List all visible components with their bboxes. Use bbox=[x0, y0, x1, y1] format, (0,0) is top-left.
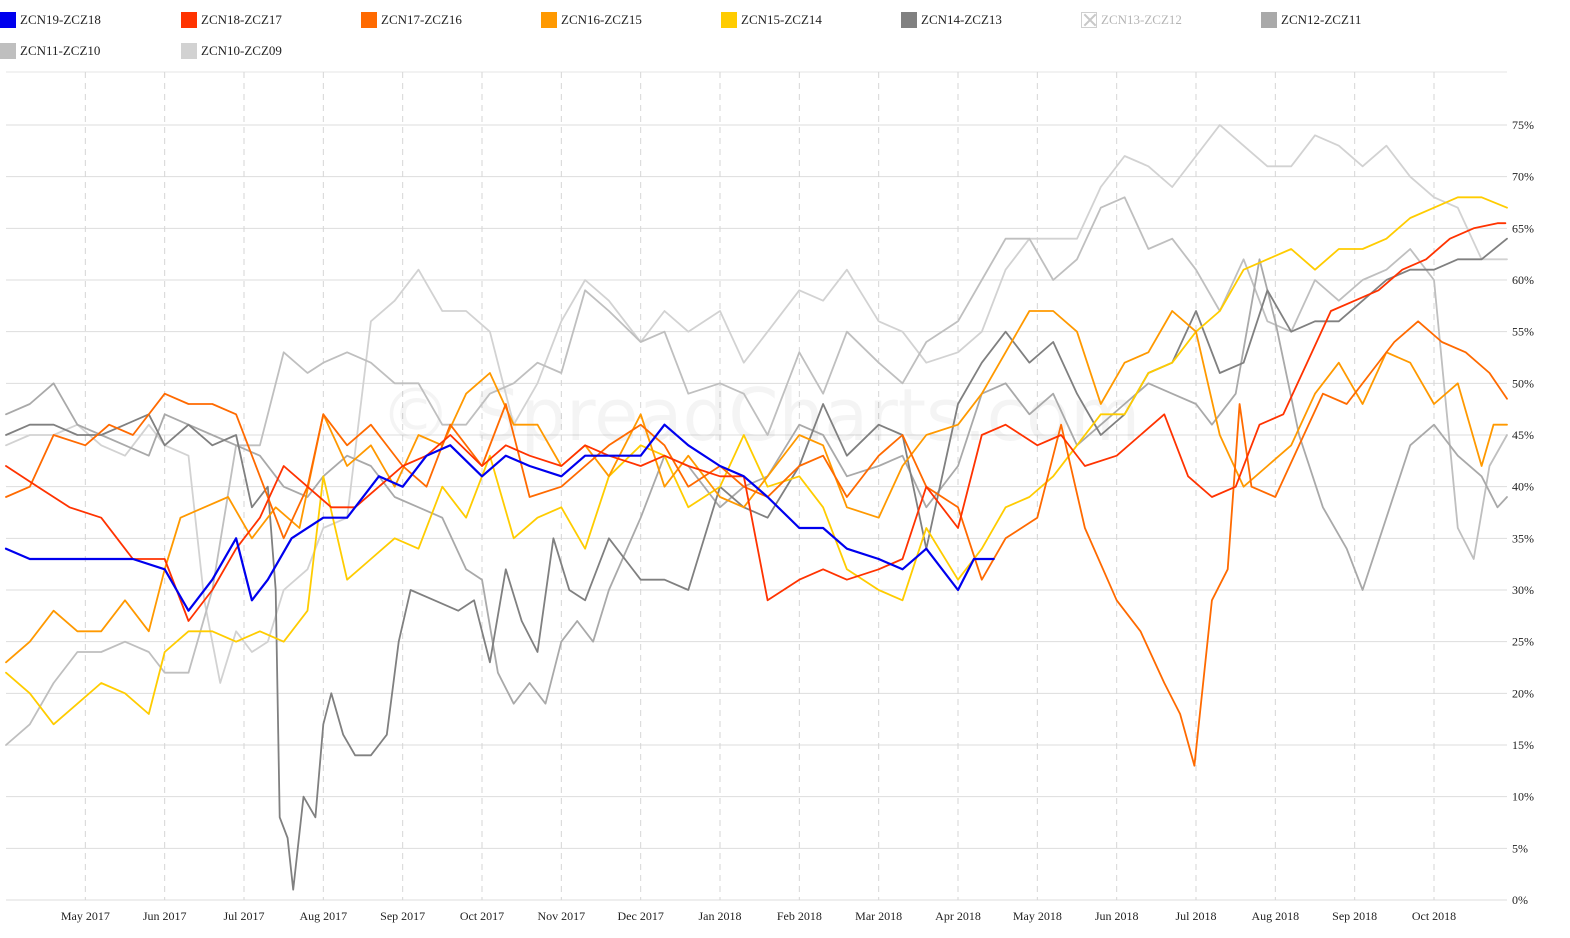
legend-label: ZCN14-ZCZ13 bbox=[921, 12, 1002, 27]
x-tick-label: Nov 2017 bbox=[538, 909, 586, 923]
legend-swatch bbox=[0, 12, 16, 28]
legend-label: ZCN13-ZCZ12 bbox=[1101, 12, 1182, 27]
x-tick-label: Apr 2018 bbox=[935, 909, 981, 923]
legend-swatch bbox=[1261, 12, 1277, 28]
legend-label: ZCN19-ZCZ18 bbox=[20, 12, 101, 27]
legend-swatch bbox=[901, 12, 917, 28]
x-tick-label: Dec 2017 bbox=[618, 909, 664, 923]
legend-label: ZCN12-ZCZ11 bbox=[1281, 12, 1362, 27]
y-tick-label: 50% bbox=[1512, 376, 1534, 390]
legend-item-zcn15-zcz14[interactable]: ZCN15-ZCZ14 bbox=[721, 10, 822, 30]
series-line-zcn18-zcz17[interactable] bbox=[5, 222, 1507, 622]
y-tick-label: 25% bbox=[1512, 635, 1534, 649]
y-tick-label: 15% bbox=[1512, 738, 1534, 752]
legend-item-zcn19-zcz18[interactable]: ZCN19-ZCZ18 bbox=[0, 10, 101, 30]
legend-item-zcn17-zcz16[interactable]: ZCN17-ZCZ16 bbox=[361, 10, 462, 30]
x-tick-label: Oct 2018 bbox=[1412, 909, 1456, 923]
x-tick-label: Jan 2018 bbox=[699, 909, 742, 923]
legend-item-zcn16-zcz15[interactable]: ZCN16-ZCZ15 bbox=[541, 10, 642, 30]
legend: ZCN19-ZCZ18 ZCN18-ZCZ17 ZCN17-ZCZ16 ZCN16-Z… bbox=[0, 0, 1570, 70]
series-line-zcn17-zcz16[interactable] bbox=[5, 320, 1508, 767]
x-tick-label: Oct 2017 bbox=[460, 909, 504, 923]
legend-item-zcn10-zcz09[interactable]: ZCN10-ZCZ09 bbox=[181, 41, 282, 61]
legend-label: ZCN10-ZCZ09 bbox=[201, 43, 282, 58]
y-tick-label: 60% bbox=[1512, 273, 1534, 287]
x-tick-label: May 2018 bbox=[1013, 909, 1062, 923]
x-tick-label: Aug 2017 bbox=[300, 909, 348, 923]
legend-label: ZCN16-ZCZ15 bbox=[561, 12, 642, 27]
legend-label: ZCN17-ZCZ16 bbox=[381, 12, 462, 27]
x-tick-label: May 2017 bbox=[61, 909, 110, 923]
grid bbox=[6, 71, 1507, 901]
x-tick-label: Sep 2018 bbox=[1332, 909, 1377, 923]
y-tick-label: 10% bbox=[1512, 790, 1534, 804]
y-tick-label: 5% bbox=[1512, 841, 1528, 855]
y-tick-label: 40% bbox=[1512, 480, 1534, 494]
legend-swatch bbox=[181, 12, 197, 28]
x-tick-label: Jul 2017 bbox=[223, 909, 264, 923]
y-tick-label: 45% bbox=[1512, 428, 1534, 442]
x-tick-label: Jun 2018 bbox=[1095, 909, 1139, 923]
legend-label: ZCN15-ZCZ14 bbox=[741, 12, 822, 27]
legend-swatch bbox=[0, 43, 16, 59]
y-tick-label: 35% bbox=[1512, 531, 1534, 545]
legend-label: ZCN11-ZCZ10 bbox=[20, 43, 101, 58]
watermark: © SpreadCharts.com bbox=[380, 373, 1140, 457]
x-tick-label: Feb 2018 bbox=[777, 909, 822, 923]
y-tick-label: 75% bbox=[1512, 118, 1534, 132]
series-lines bbox=[4, 124, 1508, 891]
y-axis-tick-labels: 0% 5% 10% 15% 20% 25% 30% 35% 40% 45% 50% 55% 60% 65%… bbox=[1512, 118, 1534, 907]
legend-item-zcn12-zcz11[interactable]: ZCN12-ZCZ11 bbox=[1261, 10, 1361, 30]
legend-item-zcn13-zcz12[interactable]: ZCN13-ZCZ12 bbox=[1081, 10, 1182, 30]
x-tick-label: Jun 2017 bbox=[143, 909, 187, 923]
legend-swatch bbox=[721, 12, 737, 28]
y-tick-label: 20% bbox=[1512, 686, 1534, 700]
series-line-zcn10-zcz09[interactable] bbox=[5, 124, 1508, 684]
series-line-zcn19-zcz18[interactable] bbox=[4, 423, 995, 612]
legend-label: ZCN18-ZCZ17 bbox=[201, 12, 282, 27]
legend-item-zcn11-zcz10[interactable]: ZCN11-ZCZ10 bbox=[0, 41, 100, 61]
series-line-zcn15-zcz14[interactable] bbox=[5, 196, 1508, 726]
y-tick-label: 65% bbox=[1512, 221, 1534, 235]
y-tick-label: 0% bbox=[1512, 893, 1528, 907]
y-tick-label: 30% bbox=[1512, 583, 1534, 597]
y-tick-label: 70% bbox=[1512, 170, 1534, 184]
y-tick-label: 55% bbox=[1512, 325, 1534, 339]
hidden-series-x-icon bbox=[1081, 12, 1097, 28]
series-line-zcn14-zcz13[interactable] bbox=[5, 237, 1508, 891]
x-tick-label: Sep 2017 bbox=[380, 909, 425, 923]
legend-swatch bbox=[541, 12, 557, 28]
legend-item-zcn14-zcz13[interactable]: ZCN14-ZCZ13 bbox=[901, 10, 1002, 30]
x-tick-label: Aug 2018 bbox=[1252, 909, 1300, 923]
legend-swatch bbox=[361, 12, 377, 28]
series-line-zcn11-zcz10[interactable] bbox=[5, 196, 1508, 746]
x-tick-label: Jul 2018 bbox=[1176, 909, 1217, 923]
x-tick-label: Mar 2018 bbox=[855, 909, 902, 923]
legend-swatch bbox=[181, 43, 197, 59]
legend-item-zcn18-zcz17[interactable]: ZCN18-ZCZ17 bbox=[181, 10, 282, 30]
x-axis-tick-labels: May 2017 Jun 2017 Jul 2017 Aug 2017 Sep 2017… bbox=[61, 909, 1456, 923]
